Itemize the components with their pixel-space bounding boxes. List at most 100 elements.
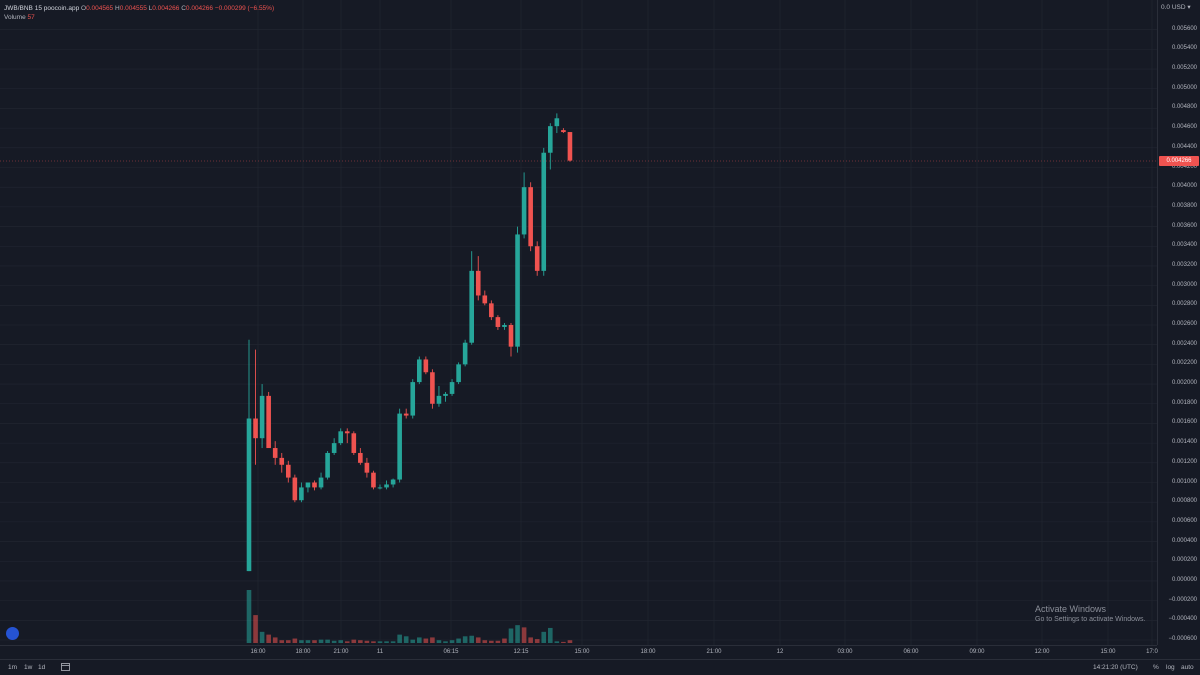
candle-body xyxy=(397,413,402,480)
price-tick-label: 0.000400 xyxy=(1171,537,1197,544)
volume-bar xyxy=(423,638,429,643)
volume-bar xyxy=(403,636,409,643)
time-tick-label: 12:15 xyxy=(513,649,529,655)
candle-body xyxy=(567,132,573,161)
volume-bar xyxy=(554,641,560,643)
volume-bar xyxy=(528,637,533,643)
volume-bar xyxy=(475,637,481,643)
price-tick-label: −0.000200 xyxy=(1168,596,1197,603)
candle-body xyxy=(436,395,442,404)
volume-bar xyxy=(246,590,252,643)
close-value: 0.004266 xyxy=(185,5,214,12)
price-axis[interactable]: 0.0 USD ▾ 0.005600 0.005400 0.005200 0.0050… xyxy=(1157,0,1200,645)
candle-body xyxy=(338,431,343,444)
bottom-toolbar: 1m 1w 1d 14:21:20 (UTC) % log auto xyxy=(0,659,1200,675)
time-tick-label: 06:00 xyxy=(903,649,919,655)
legend: JWB/BNB 15 poocoin.app O0.004565 H0.0045… xyxy=(4,4,274,22)
volume-bar xyxy=(417,637,422,643)
timeframe-1w-button[interactable]: 1w xyxy=(24,664,33,671)
volume-bar xyxy=(259,631,265,643)
price-tick-label: 0.001200 xyxy=(1171,458,1197,465)
timeframe-1d-button[interactable]: 1d xyxy=(38,664,46,671)
price-tick-label: 0.002600 xyxy=(1171,321,1197,327)
price-tick-label: 0.002800 xyxy=(1171,301,1197,308)
time-tick-label: 15:00 xyxy=(574,649,590,655)
candle-body xyxy=(430,372,435,404)
volume-bar xyxy=(292,638,298,643)
volume-bar xyxy=(384,641,389,643)
volume-bar xyxy=(462,636,468,643)
candle-body xyxy=(495,317,501,327)
activate-windows-watermark: Activate Windows Go to Settings to activ… xyxy=(1035,604,1146,623)
candle-body xyxy=(286,464,291,478)
volume-bar xyxy=(390,641,396,643)
currency-selector[interactable]: 0.0 USD ▾ xyxy=(1161,4,1191,11)
price-tick-label: 0.000000 xyxy=(1171,576,1197,583)
price-tick-label: 0.005600 xyxy=(1171,25,1197,32)
price-tick-label: 0.002200 xyxy=(1171,360,1197,367)
candle-body xyxy=(253,418,258,439)
percent-scale-toggle[interactable]: % xyxy=(1153,664,1159,671)
price-tick-label: 0.003800 xyxy=(1171,202,1197,209)
candle-body xyxy=(292,477,298,501)
symbol-label[interactable]: JWB/BNB xyxy=(4,5,33,12)
volume-bar xyxy=(410,639,416,643)
volume-bar xyxy=(272,637,278,643)
timeframe-1m-button[interactable]: 1m xyxy=(8,664,18,671)
candle-body xyxy=(534,246,540,271)
price-tick-label: −0.000600 xyxy=(1168,636,1197,642)
price-tick-label: 0.002400 xyxy=(1171,340,1197,347)
candle-body xyxy=(443,393,448,396)
volume-bar xyxy=(279,640,285,643)
candle-body xyxy=(384,484,389,488)
price-tick-label: 0.004400 xyxy=(1171,143,1197,150)
utc-clock[interactable]: 14:21:20 (UTC) xyxy=(1093,664,1138,671)
volume-bar xyxy=(567,640,573,643)
high-value: 0.004555 xyxy=(119,5,147,12)
candle-body xyxy=(417,359,422,383)
candle-body xyxy=(390,479,396,485)
candle-body xyxy=(403,413,409,416)
volume-bar xyxy=(502,638,507,643)
time-tick-label: 18:00 xyxy=(295,649,311,655)
candle-body xyxy=(266,395,271,449)
candle-body xyxy=(462,342,468,365)
price-tick-label: 0.004800 xyxy=(1171,104,1197,111)
volume-bar xyxy=(299,640,304,643)
time-axis[interactable]: 16:00 18:00 21:00 11 06:15 12:15 15:00 18:00 21:… xyxy=(0,645,1158,659)
volume-bar xyxy=(266,634,271,643)
date-range-icon[interactable] xyxy=(61,663,70,673)
cloud-logo-icon[interactable] xyxy=(6,627,19,640)
candle-body xyxy=(364,462,370,473)
candle-body xyxy=(469,270,474,343)
volume-bar xyxy=(456,638,461,643)
candle-body xyxy=(325,452,330,478)
chart-pane[interactable]: JWB/BNB 15 poocoin.app O0.004565 H0.0045… xyxy=(0,0,1157,645)
candle-body xyxy=(358,452,363,463)
candle-body xyxy=(331,443,337,453)
price-tick-label: 0.005400 xyxy=(1171,45,1197,52)
volume-bar xyxy=(469,635,474,643)
price-tick-label: 0.000600 xyxy=(1171,517,1197,524)
auto-scale-toggle[interactable]: auto xyxy=(1181,664,1194,671)
legend-row-volume: Volume 57 xyxy=(4,13,274,22)
candle-body xyxy=(508,325,514,347)
chart-canvas[interactable] xyxy=(0,0,1157,645)
price-tick-label: −0.000400 xyxy=(1168,616,1197,623)
candle-body xyxy=(312,482,317,488)
price-tick-label: 0.004000 xyxy=(1171,183,1197,190)
log-scale-toggle[interactable]: log xyxy=(1166,664,1175,671)
source-label: poocoin.app xyxy=(43,5,80,12)
volume-bar xyxy=(331,640,337,643)
volume-bar xyxy=(351,639,357,643)
time-tick-label: 12:00 xyxy=(1034,649,1050,655)
candle-body xyxy=(521,187,527,235)
volume-bar xyxy=(489,640,494,643)
candle-body xyxy=(554,118,560,127)
volume-bar xyxy=(449,640,455,643)
volume-bar xyxy=(561,641,566,643)
open-value: 0.004565 xyxy=(86,5,114,12)
candle-body xyxy=(541,152,547,271)
volume-label[interactable]: Volume xyxy=(4,14,26,21)
candle-body xyxy=(377,487,383,489)
